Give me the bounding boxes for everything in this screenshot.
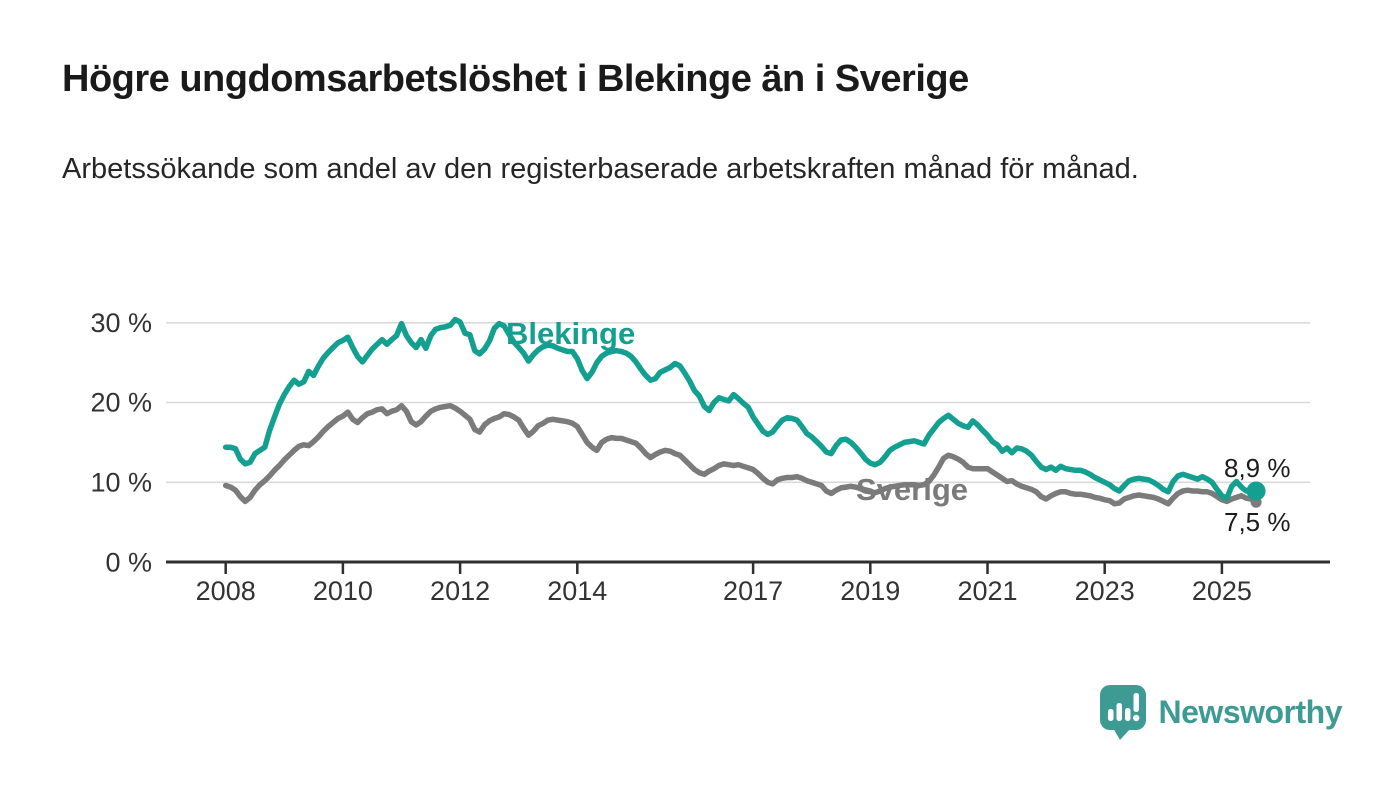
page-title: Högre ungdomsarbetslöshet i Blekinge än … xyxy=(62,58,969,100)
x-tick-label-2010: 2010 xyxy=(313,576,373,606)
x-tick-label-2014: 2014 xyxy=(547,576,607,606)
y-tick-label-30: 30 % xyxy=(90,308,152,338)
series-line-blekinge xyxy=(222,316,1259,501)
x-tick-label-2019: 2019 xyxy=(840,576,900,606)
series-label-blekinge: Blekinge xyxy=(506,316,635,351)
end-value-label-blekinge: 8,9 % xyxy=(1224,453,1291,483)
x-tick-label-2021: 2021 xyxy=(957,576,1017,606)
y-tick-label-0: 0 % xyxy=(105,548,152,578)
newsworthy-logo: Newsworthy xyxy=(1099,684,1343,741)
end-value-label-sverige: 7,5 % xyxy=(1224,507,1291,537)
x-tick-label-2023: 2023 xyxy=(1075,576,1135,606)
page-subtitle: Arbetssökande som andel av den registerb… xyxy=(62,153,1139,185)
y-tick-label-20: 20 % xyxy=(90,388,152,418)
x-tick-label-2008: 2008 xyxy=(196,576,256,606)
x-tick-label-2017: 2017 xyxy=(723,576,783,606)
series-label-sverige: Sverige xyxy=(856,472,968,507)
series-line-sverige xyxy=(222,402,1259,507)
x-tick-label-2012: 2012 xyxy=(430,576,490,606)
x-tick-label-2025: 2025 xyxy=(1192,576,1252,606)
series-end-dot-blekinge xyxy=(1246,481,1266,501)
newsworthy-wordmark: Newsworthy xyxy=(1158,694,1343,730)
bar-chart-speech-bubble-icon xyxy=(1099,685,1146,740)
y-tick-label-10: 10 % xyxy=(90,468,152,498)
